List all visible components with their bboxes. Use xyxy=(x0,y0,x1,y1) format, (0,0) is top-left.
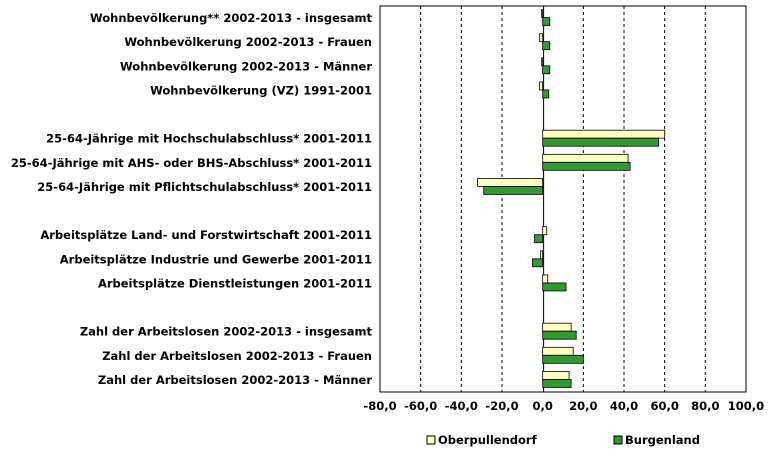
category-label: Wohnbevölkerung (VZ) 1991-2001 xyxy=(150,83,372,97)
bar-burgenland xyxy=(483,186,544,195)
plot-border xyxy=(379,5,747,393)
legend-swatch-burgenland xyxy=(613,435,623,445)
x-tick-label: -20,0 xyxy=(485,399,518,413)
bar-oberpullendorf xyxy=(539,33,544,43)
x-tick-label: -40,0 xyxy=(445,399,478,413)
x-tick-label: -80,0 xyxy=(363,399,396,413)
bar-burgenland xyxy=(534,234,544,244)
bar-burgenland xyxy=(542,379,572,388)
category-label: Wohnbevölkerung** 2002-2013 - insgesamt xyxy=(90,11,373,25)
bar-oberpullendorf xyxy=(541,57,544,67)
x-tick-label: 60,0 xyxy=(650,399,678,413)
x-tick-label: -60,0 xyxy=(404,399,437,413)
bar-oberpullendorf xyxy=(542,274,549,284)
bar-oberpullendorf xyxy=(542,371,570,380)
category-label: 25-64-Jährige mit Hochschulabschluss* 20… xyxy=(46,132,372,146)
bar-oberpullendorf xyxy=(542,129,666,139)
category-label: 25-64-Jährige mit AHS- oder BHS-Abschlus… xyxy=(11,156,372,170)
bar-burgenland xyxy=(542,282,567,292)
legend: Oberpullendorf Burgenland xyxy=(426,433,700,447)
bar-oberpullendorf xyxy=(539,81,544,91)
bar-burgenland xyxy=(542,161,631,171)
category-label: Wohnbevölkerung 2002-2013 - Frauen xyxy=(124,35,372,49)
category-label: Arbeitsplätze Land- und Forstwirtschaft … xyxy=(40,228,372,242)
bar-oberpullendorf xyxy=(477,178,544,187)
bar-burgenland xyxy=(542,17,551,26)
x-tick-label: 20,0 xyxy=(569,399,597,413)
legend-swatch-oberpullendorf xyxy=(426,435,436,445)
category-label: Wohnbevölkerung 2002-2013 - Männer xyxy=(120,59,372,73)
x-tick-label: 40,0 xyxy=(610,399,638,413)
bars xyxy=(477,9,666,388)
legend-label-burgenland: Burgenland xyxy=(625,433,700,447)
x-tick-label: 80,0 xyxy=(691,399,719,413)
category-label: Arbeitsplätze Dienstleistungen 2001-2011 xyxy=(98,276,372,290)
bar-oberpullendorf xyxy=(542,153,629,163)
category-label: Zahl der Arbeitslosen 2002-2013 - Männer xyxy=(98,373,372,387)
bar-burgenland xyxy=(542,354,584,364)
bar-burgenland xyxy=(542,330,577,340)
category-label: Arbeitsplätze Industrie und Gewerbe 2001… xyxy=(60,252,372,266)
x-tick-labels: -80,0 -60,0 -40,0 -20,0 0,0 20,0 40,0 60,0 80,0 1… xyxy=(363,399,764,413)
bar-burgenland xyxy=(532,258,544,268)
bar-oberpullendorf xyxy=(541,9,544,18)
legend-label-oberpullendorf: Oberpullendorf xyxy=(438,433,538,447)
bar-oberpullendorf xyxy=(540,250,544,260)
bar-burgenland xyxy=(542,137,659,147)
gridlines xyxy=(420,6,706,392)
bar-burgenland xyxy=(542,65,551,75)
bar-oberpullendorf xyxy=(542,346,574,356)
bar-oberpullendorf xyxy=(542,322,572,332)
category-label: Zahl der Arbeitslosen 2002-2013 - insges… xyxy=(80,325,373,339)
bar-burgenland xyxy=(542,89,550,99)
bar-burgenland xyxy=(542,41,551,51)
category-label: Zahl der Arbeitslosen 2002-2013 - Frauen xyxy=(102,349,372,363)
category-label: 25-64-Jährige mit Pflichtschulabschluss*… xyxy=(37,180,372,194)
x-tick-label: 100,0 xyxy=(728,399,764,413)
x-tick-label: 0,0 xyxy=(532,399,552,413)
category-labels: Wohnbevölkerung** 2002-2013 - insgesamt W… xyxy=(11,11,373,387)
bar-oberpullendorf xyxy=(542,226,548,236)
